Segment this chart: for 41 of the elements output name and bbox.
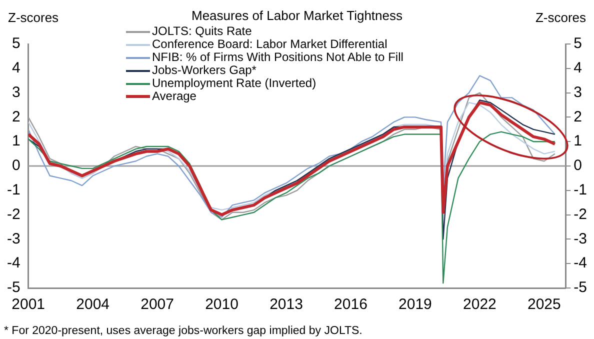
chart-title: Measures of Labor Market Tightness	[192, 8, 402, 23]
y-tick-label: 5	[12, 35, 20, 52]
x-tick-label: 2007	[140, 296, 174, 314]
x-tick-label: 2010	[205, 296, 238, 314]
y2-tick-label: -3	[574, 230, 588, 248]
x-tick-label: 2022	[463, 296, 496, 314]
legend-label: Conference Board: Labor Market Differential	[152, 37, 388, 51]
y2-tick-label: -2	[574, 206, 588, 223]
x-tick-label: 2004	[76, 296, 110, 314]
x-tick-label: 2025	[527, 296, 561, 314]
x-tick-label: 2013	[270, 296, 303, 314]
x-tick-label: 2019	[398, 296, 432, 314]
y2-tick-label: 3	[574, 84, 582, 101]
x-tick-label: 2001	[12, 296, 46, 314]
y-tick-label: 3	[12, 84, 20, 101]
y-tick-label: -4	[6, 254, 20, 272]
y-tick-label: -2	[6, 206, 20, 223]
y-tick-label: 1	[12, 132, 20, 150]
x-tick-label: 2016	[334, 296, 368, 314]
y-axis-title: Z-scores	[8, 10, 59, 25]
y2-tick-label: 5	[574, 35, 582, 52]
y2-tick-label: -1	[574, 182, 588, 199]
y-tick-label: 2	[12, 108, 20, 126]
y2-tick-label: 2	[574, 108, 582, 126]
legend-label: NFIB: % of Firms With Positions Not Able to Fill	[152, 50, 404, 64]
y2-tick-label: 4	[574, 60, 582, 77]
y-tick-label: -5	[6, 279, 20, 296]
y2-tick-label: -5	[574, 279, 588, 296]
legend-label: Jobs-Workers Gap*	[152, 63, 256, 77]
y2-tick-label: 0	[574, 157, 582, 174]
y-tick-label: -1	[6, 182, 20, 199]
text: * For 2020-present, uses average jobs-workers gap implied by JOLTS.	[4, 325, 362, 337]
legend-label: Unemployment Rate (Inverted)	[152, 76, 316, 90]
y2-axis-title: Z-scores	[535, 10, 586, 25]
y-tick-label: 0	[12, 157, 20, 174]
legend-label: Average	[152, 89, 196, 103]
y-tick-label: -3	[6, 230, 20, 248]
y2-tick-label: 1	[574, 132, 582, 150]
y2-tick-label: -4	[574, 254, 588, 272]
y-tick-label: 4	[12, 60, 20, 77]
legend-label: JOLTS: Quits Rate	[152, 24, 252, 38]
